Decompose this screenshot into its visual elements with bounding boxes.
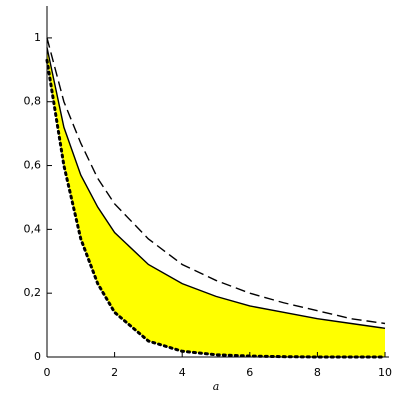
x-axis-label: a xyxy=(213,380,220,393)
x-tick-label: 0 xyxy=(44,366,51,379)
line-series xyxy=(45,58,387,359)
y-tick-label: 0,4 xyxy=(24,222,42,235)
x-tick-label: 2 xyxy=(111,366,118,379)
y-tick-label: 0,6 xyxy=(24,159,42,172)
y-tick-label: 0 xyxy=(34,350,41,363)
fill-area xyxy=(47,47,385,358)
x-tick-label: 6 xyxy=(246,366,253,379)
y-tick-label: 0,2 xyxy=(24,286,42,299)
y-tick-label: 1 xyxy=(34,31,41,44)
x-tick-label: 10 xyxy=(378,366,392,379)
line-series xyxy=(46,47,386,329)
x-tick-label: 4 xyxy=(179,366,186,379)
line-series xyxy=(46,37,386,325)
x-tick-label: 8 xyxy=(314,366,321,379)
y-tick-label: 0,8 xyxy=(24,95,42,108)
